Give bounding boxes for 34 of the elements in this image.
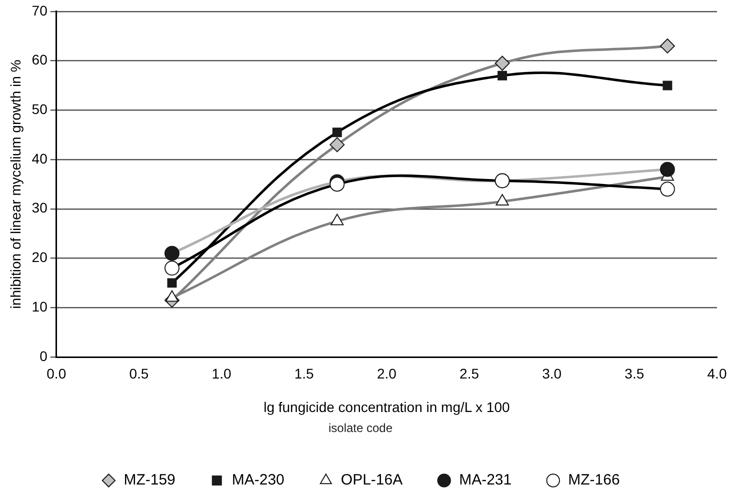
x-tick-label: 4.0: [707, 365, 727, 382]
y-tick-label: 60: [32, 52, 48, 68]
point: [330, 137, 345, 152]
legend-label: MZ-166: [568, 472, 620, 489]
y-tick-label: 20: [32, 249, 48, 266]
x-axis-title: lg fungicide concentration in mg/L x 100: [264, 399, 510, 416]
y-tick-label: 0: [40, 348, 48, 364]
point: [660, 38, 675, 54]
legend-label: OPL-16A: [340, 472, 403, 489]
point: [164, 246, 180, 261]
x-tick-label: 0.0: [46, 365, 66, 382]
y-tick-label: 10: [32, 298, 48, 314]
point: [662, 80, 672, 90]
point: [498, 70, 508, 80]
x-tick-label: 1.0: [212, 365, 232, 382]
y-tick-label: 70: [32, 2, 48, 18]
y-tick-label: 40: [32, 150, 48, 166]
legend-label: MA-230: [232, 472, 284, 489]
point: [494, 56, 510, 71]
point: [167, 278, 177, 288]
legend-title: isolate code: [328, 420, 393, 435]
x-tick-label: 1.5: [294, 365, 314, 382]
x-tick-label: 0.5: [129, 365, 149, 382]
x-tick-label: 3.0: [542, 365, 562, 382]
x-tick-label: 2.0: [376, 365, 397, 382]
y-tick-label: 30: [32, 200, 48, 216]
point: [332, 128, 342, 138]
x-tick-label: 3.5: [624, 365, 644, 382]
point: [660, 162, 675, 177]
legend-label: MA-231: [459, 472, 512, 489]
y-tick-label: 50: [32, 101, 48, 117]
legend-label: MZ-159: [124, 472, 176, 489]
y-axis-title: inhibition of linear mycelium growth in %: [7, 60, 24, 309]
x-tick-label: 2.5: [460, 365, 480, 382]
